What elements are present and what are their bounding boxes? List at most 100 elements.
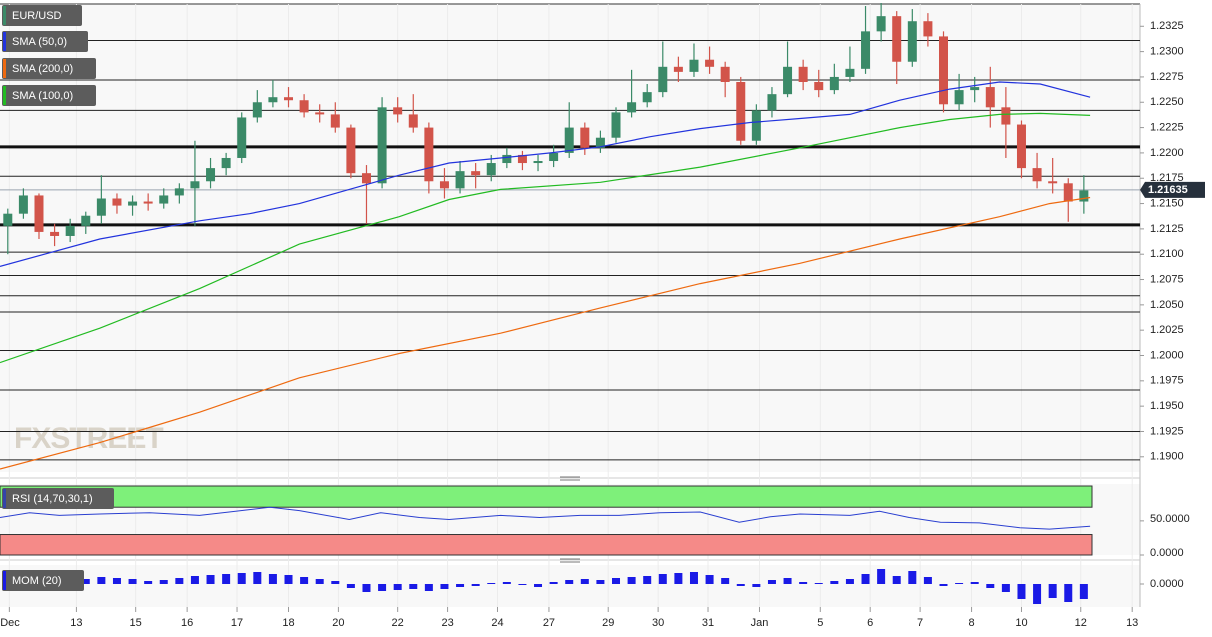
rsi-line [0,506,1091,530]
candle-body [611,112,621,138]
last-price-box [1140,181,1205,198]
y-tick-label: 1.1925 [1150,425,1184,437]
candle-body [627,102,637,113]
x-tick-label: 22 [392,617,404,629]
candle-body [252,102,262,118]
x-tick-label: 8 [969,617,975,629]
candle-body [408,114,418,128]
candle-body [486,163,496,176]
y-tick-label: 1.2200 [1150,147,1184,159]
mom-bar [549,582,558,584]
y-tick-label: 1.2175 [1150,172,1184,184]
candle-body [642,92,652,103]
candle-body [455,171,465,189]
rsi-overbought-zone [0,485,1093,508]
legend-label: EUR/USD [12,10,62,22]
x-tick-label: 15 [130,617,142,629]
sma-line [0,81,1091,267]
x-tick-label: 31 [702,617,714,629]
candle-body [720,66,730,82]
mom-bar [378,584,387,591]
mom-bar [487,583,496,584]
candle-body [1063,183,1073,202]
y-tick-label: 1.2075 [1150,273,1184,285]
candle-body [439,181,449,189]
mom-bar [112,578,121,584]
x-tick-label: 24 [491,617,503,629]
mom-bar [268,574,277,584]
sma-line [0,196,1091,470]
candle-body [471,171,481,176]
mom-bar [736,584,745,586]
candle-body [705,59,715,67]
mom-bar [222,574,231,584]
legend-swatch [3,86,6,105]
legend-label: SMA (100,0) [12,90,73,102]
candle-body [845,68,855,77]
mom-bar [331,581,340,584]
candle-body [580,127,590,148]
y-tick-label: 1.1900 [1150,451,1184,463]
mom-bar [783,578,792,584]
y-tick-label: 1.1975 [1150,375,1184,387]
legend-box [2,488,114,509]
candle-body [923,21,933,37]
legend-box [2,5,82,26]
mom-bar [612,578,621,584]
y-tick-label: 1.2025 [1150,324,1184,336]
candle-body [985,87,995,108]
legend-label: SMA (50,0) [12,36,67,48]
candle-body [595,137,605,148]
mom-bar [721,578,730,584]
candle-body [876,16,886,32]
candle-body [377,107,387,184]
candle-body [954,90,964,105]
legend-swatch [3,489,6,508]
mom-bar [877,569,886,584]
candle-body [361,173,371,184]
mom-bar [534,584,543,587]
mom-bar [300,577,309,584]
candle-body [174,188,184,196]
sma-line [0,112,1091,364]
candle-body [1016,124,1026,169]
x-tick-label: 6 [867,617,873,629]
y-tick-label: 1.2300 [1150,46,1184,58]
legend-swatch [3,571,6,590]
mom-bar [939,584,948,586]
mom-bar [1048,584,1057,598]
rsi-tick-label: 0.0000 [1150,547,1184,559]
mom-bar [658,574,667,584]
legend-box [2,85,96,106]
candle-body [517,154,527,164]
candle-body [829,76,839,91]
rsi-tick-label: 50.0000 [1150,513,1190,525]
candle-body [1048,181,1058,184]
candle-body [970,87,980,91]
candle-body [81,215,91,226]
candle-body [346,127,356,174]
x-tick-label: 13 [70,617,82,629]
candle-body [658,66,668,93]
y-tick-label: 1.2325 [1150,20,1184,32]
legend-label: MOM (20) [12,575,62,587]
mom-bar [1017,584,1026,599]
candle-body [330,114,340,128]
mom-bar [970,582,979,584]
mom-bar [767,580,776,584]
mom-bar [456,584,465,587]
candle-body [907,21,917,62]
mom-bar [861,574,870,584]
x-tick-label: 12 [1075,617,1087,629]
mom-bar [1064,584,1073,602]
legend-box [2,58,96,79]
mom-bar [253,572,262,584]
candle-body [315,112,325,115]
mom-bar [986,584,995,588]
candle-body [1079,190,1089,202]
legend-swatch [3,32,6,51]
candle-body [159,195,169,204]
candle-body [1032,168,1042,182]
y-tick-label: 1.2100 [1150,248,1184,260]
mom-tick-label: 0.0000 [1150,578,1184,590]
